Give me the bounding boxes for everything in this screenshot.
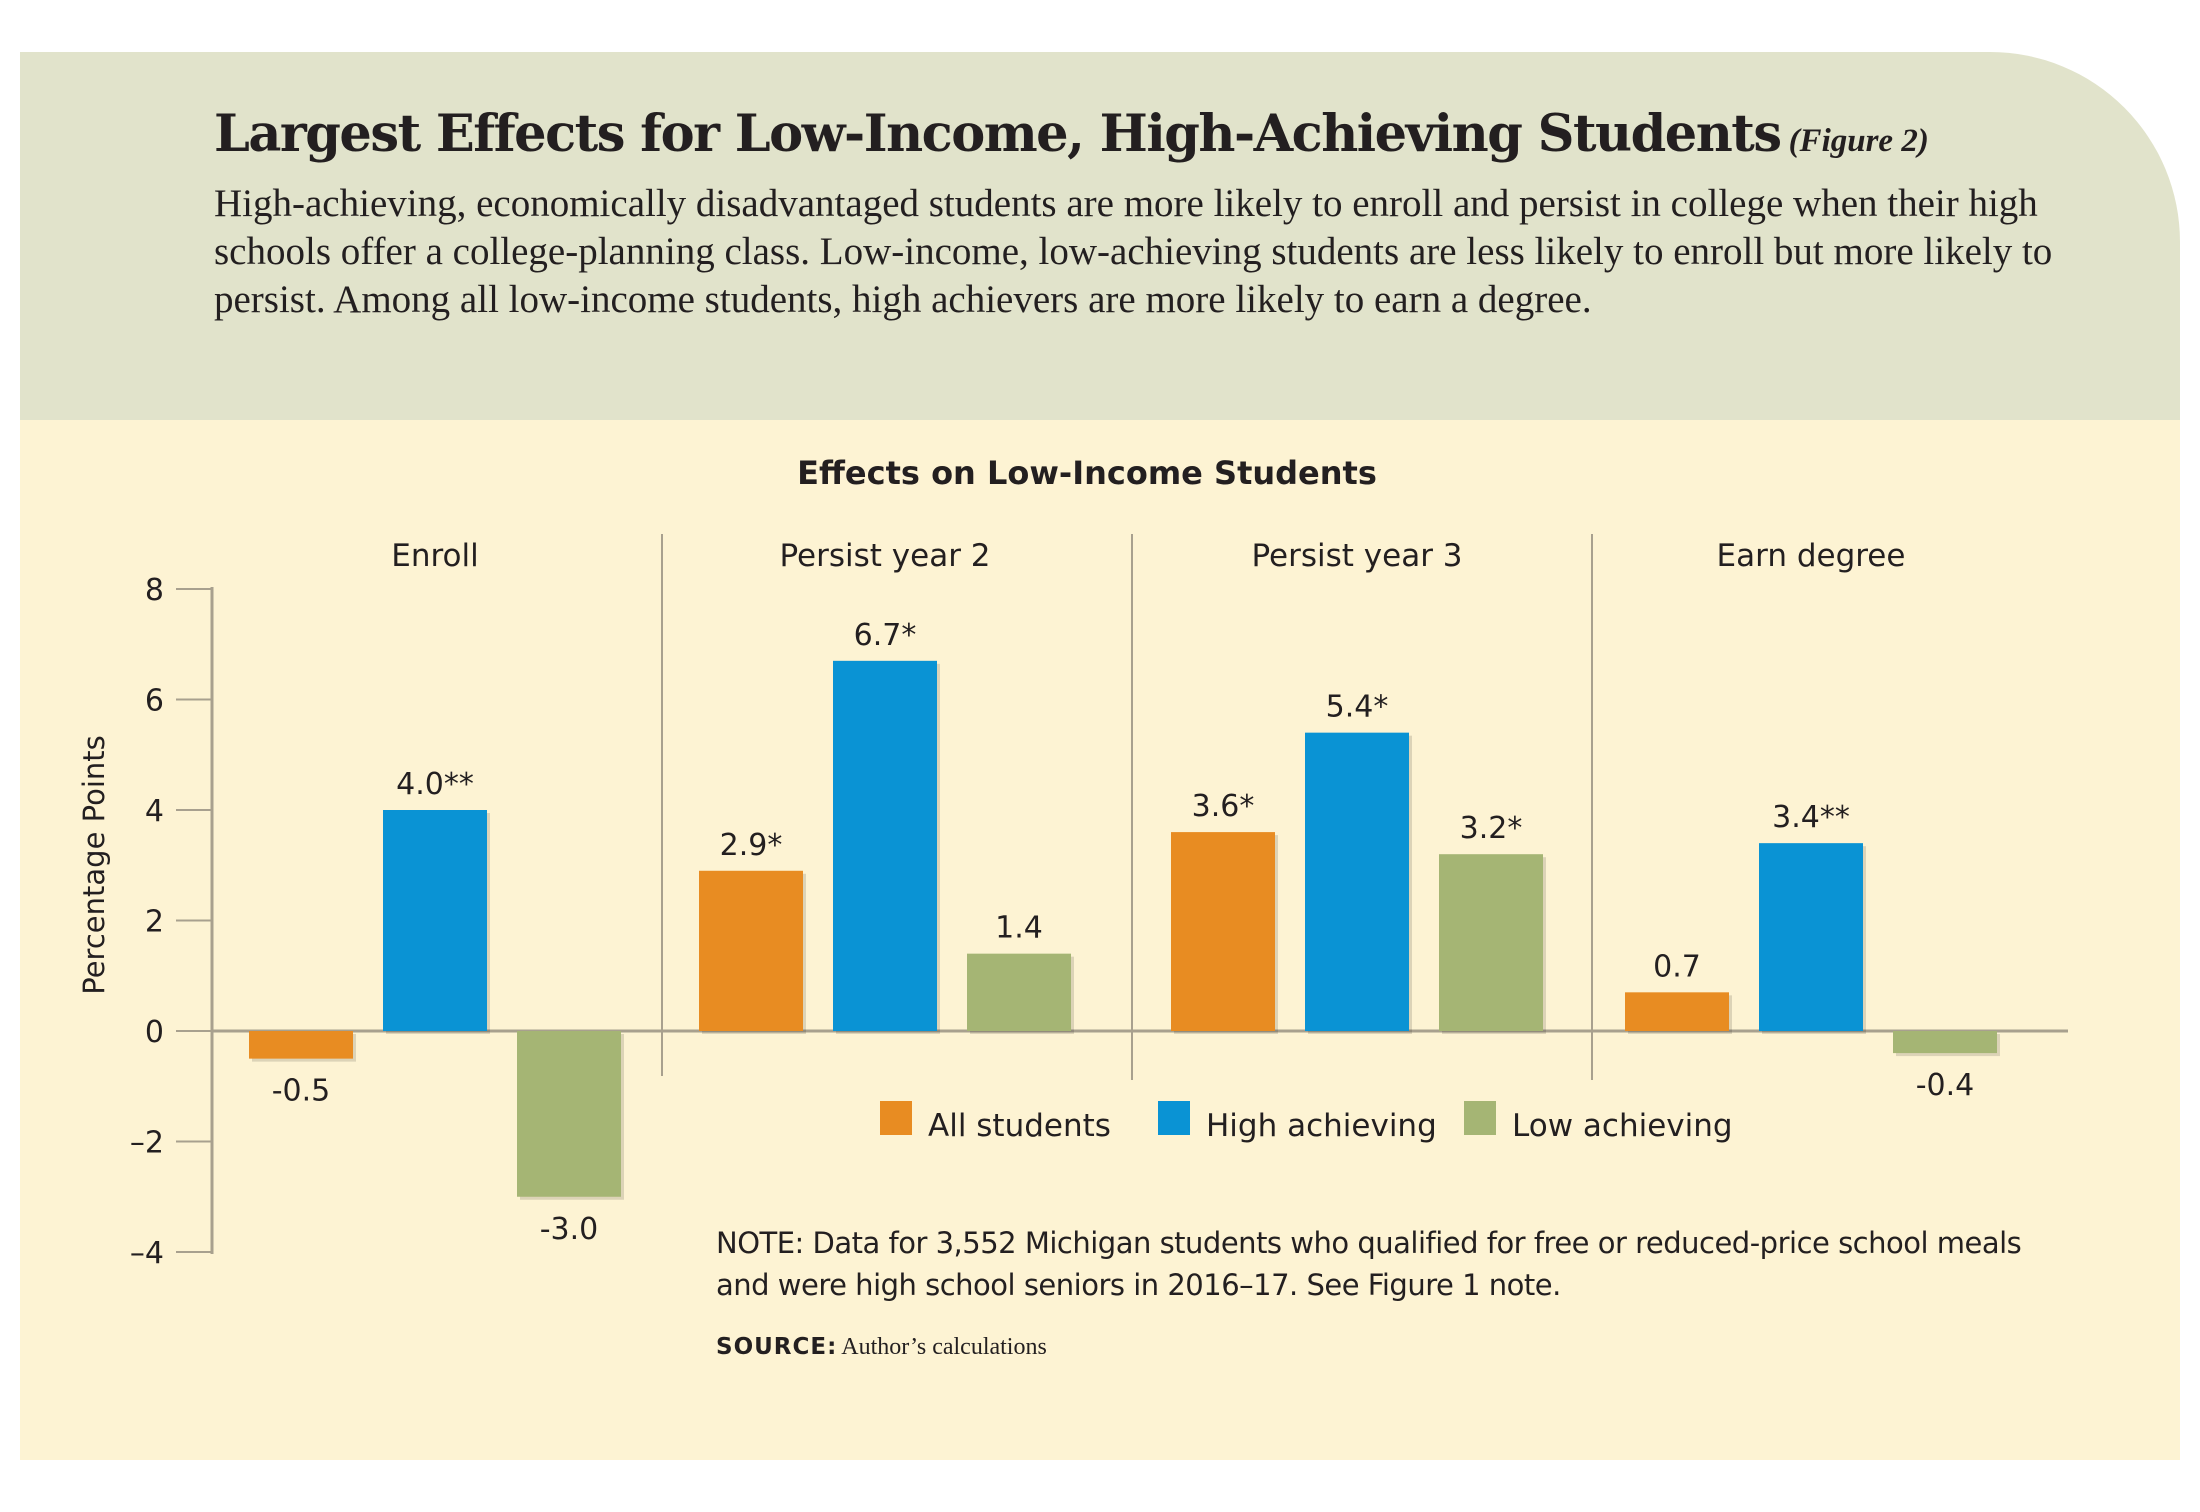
figure-label: (Figure 2): [1788, 123, 1929, 159]
legend-label: Low achieving: [1512, 1108, 1733, 1144]
figure-subtitle: High-achieving, economically disadvantag…: [214, 182, 2053, 321]
legend-swatch: [1158, 1101, 1190, 1135]
legend-swatch: [880, 1101, 912, 1135]
y-tick-label: 8: [145, 573, 164, 608]
category-label: Enroll: [391, 538, 479, 574]
data-label: 2.9*: [720, 828, 783, 863]
source-line: SOURCE: Author’s calculations: [716, 1334, 1047, 1361]
y-tick-label: –2: [130, 1126, 164, 1161]
y-tick-label: –4: [130, 1236, 164, 1271]
bar: [833, 660, 937, 1031]
bar: [1305, 732, 1409, 1031]
legend-label: High achieving: [1206, 1108, 1437, 1144]
source-label: SOURCE:: [716, 1334, 838, 1360]
legend-label: All students: [928, 1108, 1111, 1144]
data-labels: -0.5 4.0** -3.0 2.9* 6.7* 1.4 3.6* 5.4* 3.2* 0.7 3…: [272, 618, 1975, 1247]
chart-title: Effects on Low-Income Students: [797, 454, 1377, 492]
y-tick-label: 6: [145, 684, 164, 719]
note-text: NOTE: Data for 3,552 Michigan students w…: [716, 1226, 2022, 1302]
data-label: -3.0: [540, 1212, 599, 1247]
y-tick-label: 4: [145, 794, 164, 829]
category-label: Persist year 2: [779, 538, 990, 574]
bar: [967, 953, 1071, 1031]
data-label: 3.2*: [1460, 811, 1523, 846]
legend: All students High achieving Low achieving: [880, 1101, 1733, 1144]
bar: [1439, 854, 1543, 1031]
data-label: -0.4: [1916, 1068, 1975, 1103]
category-label: Persist year 3: [1251, 538, 1462, 574]
y-tick-label: 0: [145, 1015, 164, 1050]
y-axis-label: Percentage Points: [77, 735, 111, 994]
data-label: 5.4*: [1326, 690, 1389, 725]
bars: [249, 660, 2000, 1200]
figure-title-text: Largest Effects for Low-Income, High-Ach…: [214, 104, 1782, 164]
bar: [517, 1031, 621, 1197]
source-text: Author’s calculations: [841, 1334, 1047, 1360]
bar: [1171, 832, 1275, 1031]
bar: [1625, 992, 1729, 1031]
bar: [1759, 843, 1863, 1031]
data-label: 3.4**: [1772, 800, 1850, 835]
bar: [249, 1031, 353, 1059]
legend-swatch: [1464, 1101, 1496, 1135]
bar: [383, 810, 487, 1031]
category-label: Earn degree: [1717, 538, 1906, 574]
header-panel: [20, 52, 2180, 420]
data-label: 0.7: [1653, 949, 1701, 984]
data-label: -0.5: [272, 1074, 331, 1109]
data-label: 4.0**: [396, 767, 474, 802]
figure-title: Largest Effects for Low-Income, High-Ach…: [214, 104, 1929, 164]
data-label: 3.6*: [1192, 789, 1255, 824]
bar: [1893, 1031, 1997, 1054]
y-tick-label: 2: [145, 905, 164, 940]
bar: [699, 870, 803, 1031]
data-label: 6.7*: [854, 618, 917, 653]
data-label: 1.4: [995, 911, 1043, 946]
